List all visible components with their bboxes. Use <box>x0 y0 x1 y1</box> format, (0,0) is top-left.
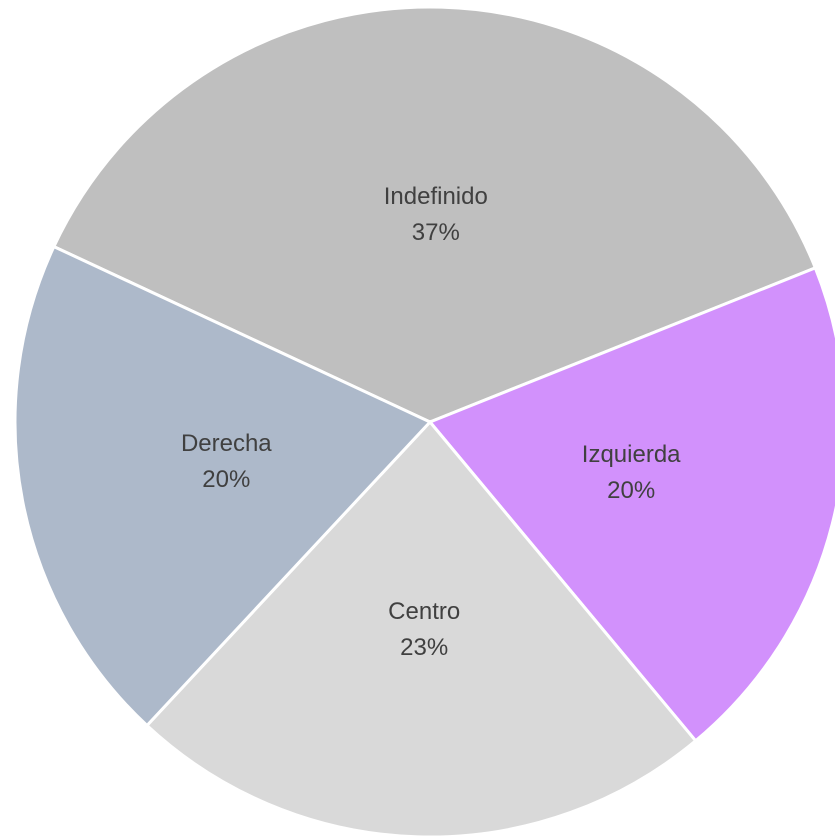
slice-value-label: 20% <box>607 477 655 504</box>
pie-slice <box>427 265 835 743</box>
slice-value-label: 20% <box>202 466 250 493</box>
slice-value-label: 37% <box>412 219 460 246</box>
slice-value-label: 23% <box>400 634 448 661</box>
slice-label: Izquierda <box>582 441 681 468</box>
pie-slice <box>13 244 433 728</box>
slice-label: Derecha <box>181 430 272 457</box>
pie-slice <box>51 5 818 424</box>
pie-slice <box>144 419 698 836</box>
slice-label: Centro <box>388 598 460 625</box>
slice-label: Indefinido <box>384 183 488 210</box>
